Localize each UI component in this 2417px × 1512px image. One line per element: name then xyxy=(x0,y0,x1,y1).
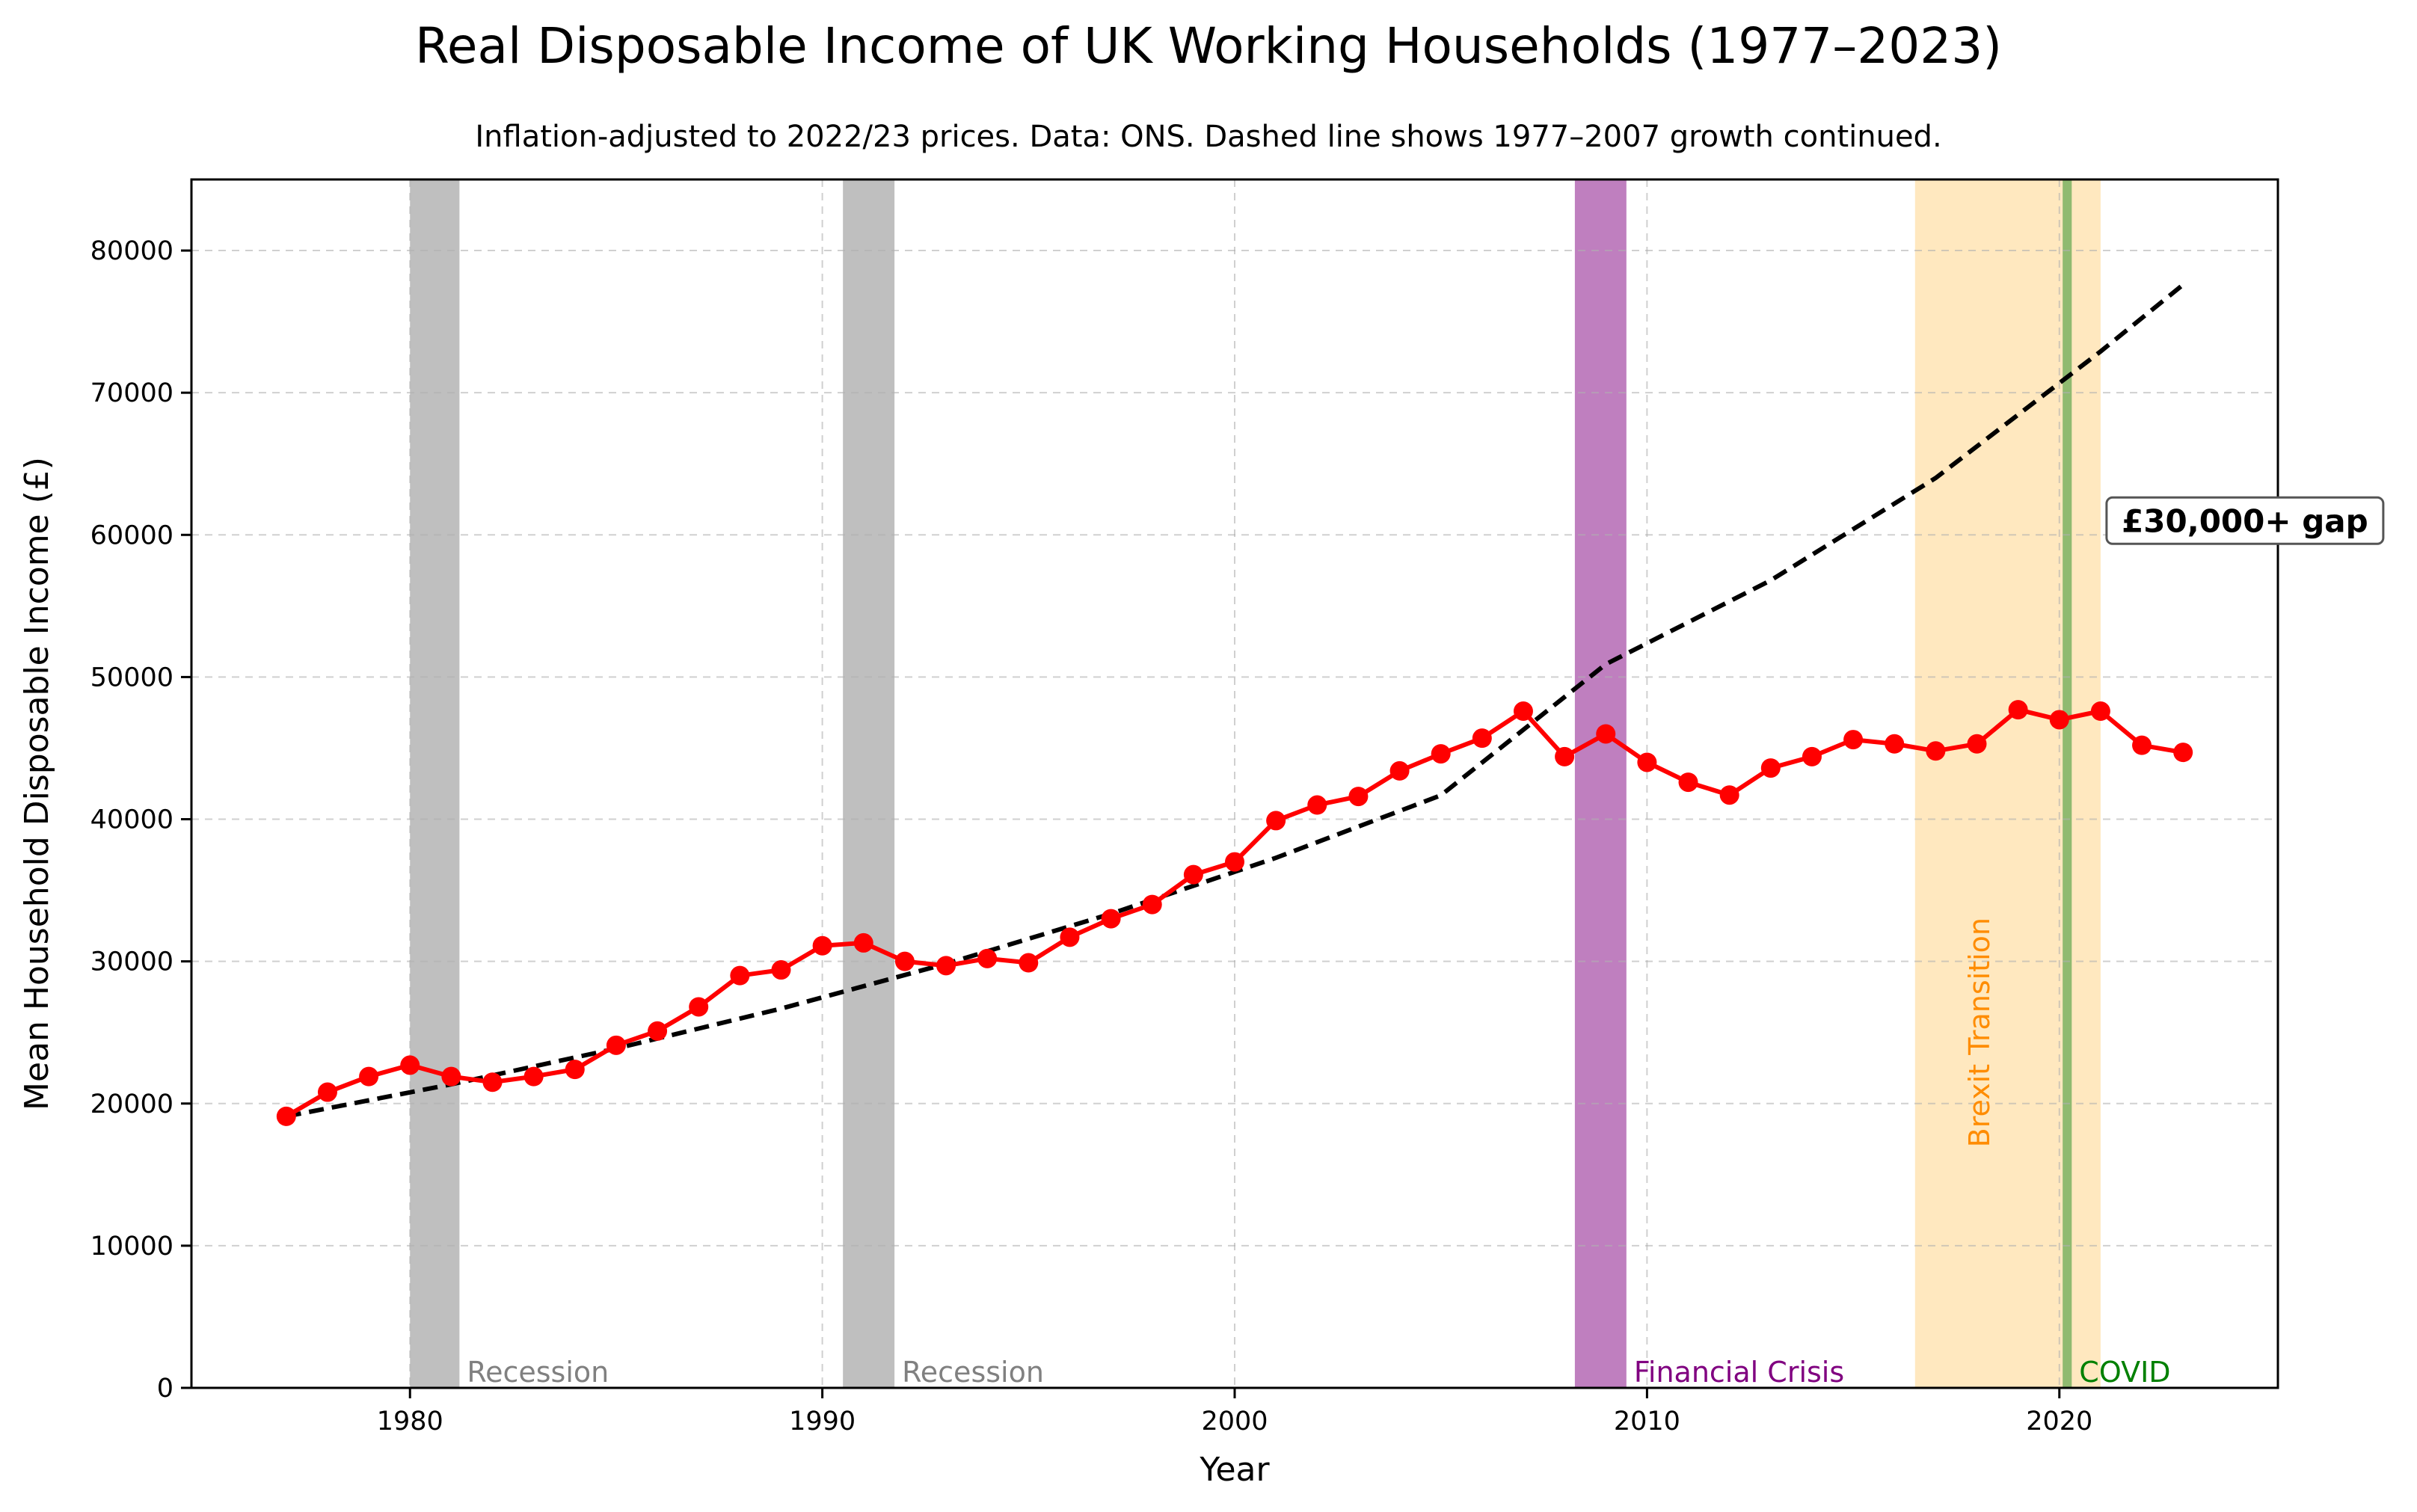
y-tick-label-20000: 20000 xyxy=(90,1090,173,1119)
y-tick-label-40000: 40000 xyxy=(90,805,173,835)
period-label-3: Brexit Transition xyxy=(1963,918,1996,1147)
data-point-2000 xyxy=(1225,852,1244,872)
period-band-3 xyxy=(1914,179,2101,1388)
chart-title: Real Disposable Income of UK Working Hou… xyxy=(415,17,2002,75)
data-point-2011 xyxy=(1678,772,1698,793)
gap-annotation-box xyxy=(2105,496,2385,545)
period-band-0 xyxy=(410,179,460,1388)
x-tick-label-2000: 2000 xyxy=(1201,1407,1268,1436)
series-layer xyxy=(276,283,2193,1126)
x-axis-label: Year xyxy=(1199,1451,1270,1489)
data-point-2004 xyxy=(1389,760,1410,781)
data-point-1979 xyxy=(359,1066,379,1087)
data-point-1977 xyxy=(276,1106,296,1126)
data-point-2018 xyxy=(1967,734,1987,754)
data-point-1980 xyxy=(400,1055,420,1075)
x-tick-label-1980: 1980 xyxy=(377,1407,443,1436)
data-point-1989 xyxy=(771,960,791,980)
data-point-1994 xyxy=(977,948,998,968)
data-point-1993 xyxy=(936,956,956,976)
periods-layer xyxy=(410,179,2101,1388)
data-point-2020 xyxy=(2049,710,2069,730)
data-point-2013 xyxy=(1760,758,1781,778)
x-ticks: 1980 1990 2000 2010 2020 xyxy=(377,1388,2092,1436)
data-point-1997 xyxy=(1101,909,1121,929)
data-point-2019 xyxy=(2008,700,2028,720)
data-point-1992 xyxy=(894,951,915,971)
data-point-1998 xyxy=(1142,894,1162,915)
y-tick-label-50000: 50000 xyxy=(90,663,173,692)
data-point-2003 xyxy=(1348,787,1369,807)
y-tick-label-0: 0 xyxy=(157,1374,173,1404)
data-point-2006 xyxy=(1472,728,1492,749)
gap-annotation: £30,000+ gap xyxy=(2105,496,2385,545)
data-point-2021 xyxy=(2090,701,2110,722)
data-point-2002 xyxy=(1307,795,1327,815)
data-point-1987 xyxy=(689,997,709,1017)
data-point-1984 xyxy=(565,1060,585,1080)
data-point-1982 xyxy=(482,1072,503,1092)
x-tick-label-1990: 1990 xyxy=(789,1407,856,1436)
y-tick-label-60000: 60000 xyxy=(90,520,173,550)
period-label-4: COVID xyxy=(2079,1356,2170,1389)
data-point-1985 xyxy=(606,1035,626,1055)
y-tick-label-10000: 10000 xyxy=(90,1232,173,1261)
data-point-1988 xyxy=(730,965,750,986)
period-label-2: Financial Crisis xyxy=(1634,1356,1844,1389)
data-point-1999 xyxy=(1183,864,1203,885)
data-point-2008 xyxy=(1555,746,1575,766)
y-axis-label: Mean Household Disposable Income (£) xyxy=(18,457,56,1110)
period-label-0: Recession xyxy=(467,1356,609,1389)
data-point-1990 xyxy=(812,935,832,956)
data-point-1995 xyxy=(1019,953,1039,973)
period-band-2 xyxy=(1574,179,1627,1388)
data-point-1991 xyxy=(853,932,873,953)
y-ticks: 0 10000 20000 30000 40000 50000 60000 70000 8000… xyxy=(90,236,191,1404)
y-tick-label-30000: 30000 xyxy=(90,947,173,977)
data-point-2017 xyxy=(1926,741,1946,761)
data-point-2001 xyxy=(1266,811,1286,831)
data-point-1981 xyxy=(441,1066,461,1087)
grid-layer xyxy=(191,179,2278,1388)
data-point-2022 xyxy=(2132,735,2152,755)
period-band-4 xyxy=(2063,179,2072,1388)
data-point-1996 xyxy=(1060,927,1080,947)
data-point-1983 xyxy=(523,1066,544,1087)
data-point-2005 xyxy=(1431,744,1451,764)
period-band-1 xyxy=(843,179,895,1388)
chart-subtitle: Inflation-adjusted to 2022/23 prices. Da… xyxy=(475,120,1941,154)
data-point-2009 xyxy=(1596,724,1616,744)
y-tick-label-80000: 80000 xyxy=(90,236,173,266)
data-point-1978 xyxy=(317,1082,337,1102)
x-tick-label-2010: 2010 xyxy=(1614,1407,1680,1436)
data-point-2014 xyxy=(1802,746,1822,766)
data-point-1986 xyxy=(648,1021,668,1041)
data-point-2007 xyxy=(1513,701,1533,722)
y-tick-label-70000: 70000 xyxy=(90,378,173,408)
period-label-1: Recession xyxy=(902,1356,1044,1389)
data-point-2023 xyxy=(2173,743,2193,763)
x-tick-label-2020: 2020 xyxy=(2026,1407,2092,1436)
data-point-2012 xyxy=(1719,785,1739,805)
data-point-2016 xyxy=(1885,734,1905,754)
data-point-2010 xyxy=(1637,752,1657,772)
period-labels-layer: Recession Recession Financial Crisis Brexit… xyxy=(467,918,2170,1389)
data-point-2015 xyxy=(1843,730,1864,750)
gap-annotation-text: £30,000+ gap xyxy=(2122,503,2368,539)
